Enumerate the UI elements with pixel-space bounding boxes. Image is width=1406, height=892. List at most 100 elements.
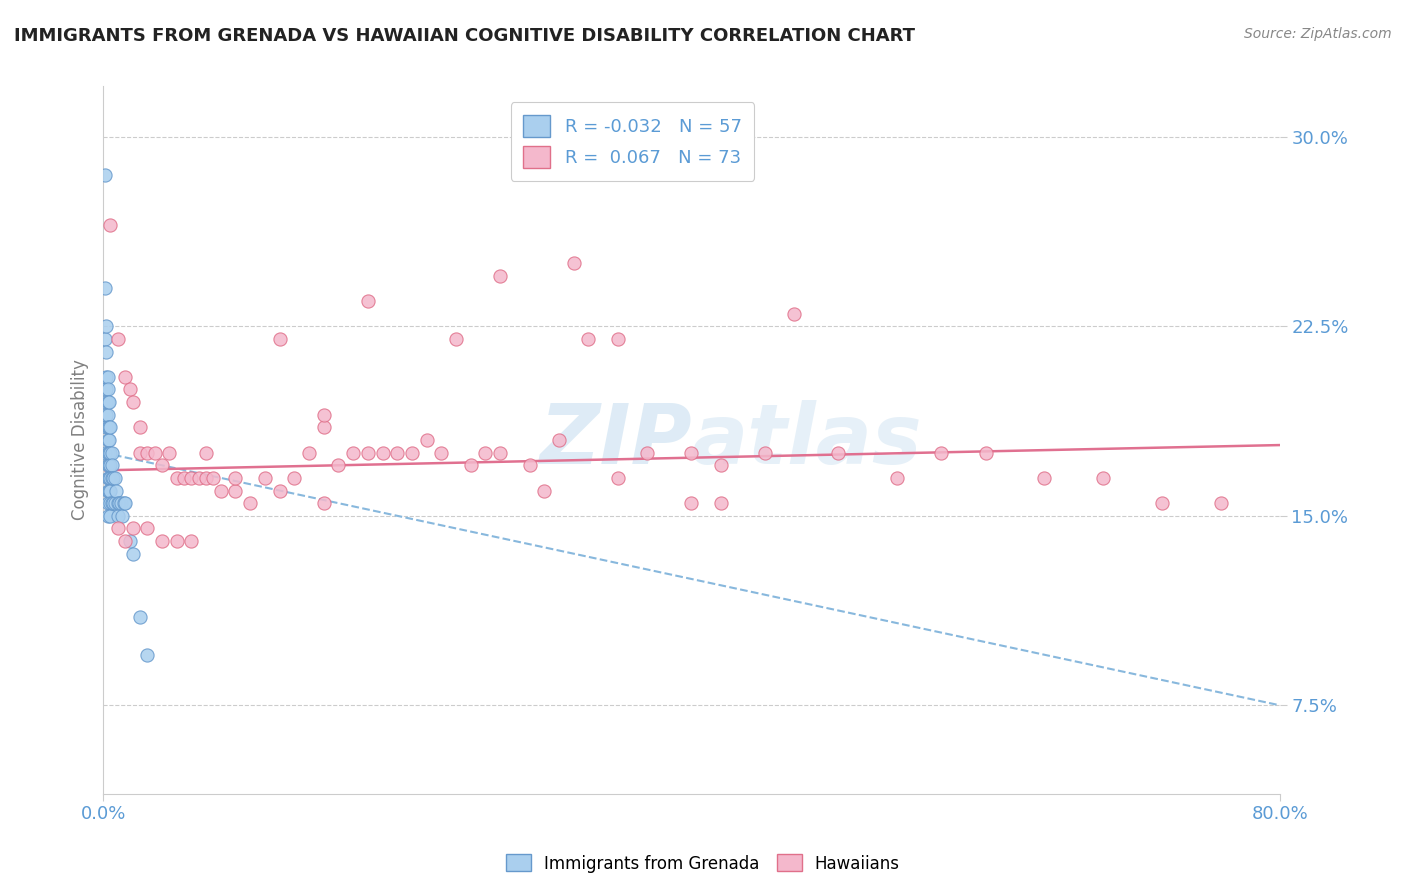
Point bbox=[96, 420, 118, 434]
Point bbox=[94, 344, 117, 359]
Point bbox=[578, 332, 600, 346]
Point bbox=[114, 496, 136, 510]
Point bbox=[519, 458, 541, 473]
Point bbox=[98, 483, 121, 498]
Point bbox=[681, 445, 703, 459]
Point bbox=[105, 483, 128, 498]
Point bbox=[209, 483, 232, 498]
Point bbox=[298, 445, 321, 459]
Point bbox=[1209, 496, 1232, 510]
Text: ZIP: ZIP bbox=[538, 400, 692, 481]
Point bbox=[533, 483, 555, 498]
Point bbox=[606, 471, 628, 485]
Point bbox=[253, 471, 276, 485]
Point bbox=[143, 445, 166, 459]
Point bbox=[1150, 496, 1173, 510]
Point bbox=[121, 521, 143, 535]
Point bbox=[187, 471, 209, 485]
Point bbox=[96, 508, 118, 523]
Point bbox=[104, 471, 127, 485]
Point bbox=[100, 496, 122, 510]
Point bbox=[195, 445, 218, 459]
Point bbox=[157, 445, 180, 459]
Point bbox=[136, 521, 159, 535]
Point bbox=[128, 420, 150, 434]
Point bbox=[710, 496, 733, 510]
Point bbox=[98, 433, 121, 447]
Point bbox=[195, 471, 218, 485]
Point bbox=[121, 547, 143, 561]
Legend: Immigrants from Grenada, Hawaiians: Immigrants from Grenada, Hawaiians bbox=[499, 847, 907, 880]
Point bbox=[239, 496, 262, 510]
Point bbox=[328, 458, 350, 473]
Point bbox=[98, 445, 121, 459]
Point bbox=[103, 496, 125, 510]
Text: Source: ZipAtlas.com: Source: ZipAtlas.com bbox=[1244, 27, 1392, 41]
Point bbox=[342, 445, 364, 459]
Text: IMMIGRANTS FROM GRENADA VS HAWAIIAN COGNITIVE DISABILITY CORRELATION CHART: IMMIGRANTS FROM GRENADA VS HAWAIIAN COGN… bbox=[14, 27, 915, 45]
Point bbox=[562, 256, 585, 270]
Point bbox=[357, 294, 380, 309]
Point bbox=[93, 168, 115, 182]
Point bbox=[430, 445, 453, 459]
Point bbox=[474, 445, 496, 459]
Point bbox=[166, 534, 188, 549]
Point bbox=[96, 496, 118, 510]
Point bbox=[96, 483, 118, 498]
Point bbox=[180, 534, 202, 549]
Point bbox=[136, 445, 159, 459]
Legend: R = -0.032   N = 57, R =  0.067   N = 73: R = -0.032 N = 57, R = 0.067 N = 73 bbox=[510, 103, 755, 181]
Point bbox=[114, 534, 136, 549]
Point bbox=[93, 281, 115, 295]
Point bbox=[827, 445, 849, 459]
Point bbox=[94, 369, 117, 384]
Point bbox=[489, 445, 512, 459]
Point bbox=[94, 395, 117, 409]
Point bbox=[98, 420, 121, 434]
Point bbox=[104, 496, 127, 510]
Point bbox=[444, 332, 467, 346]
Point bbox=[783, 307, 806, 321]
Point bbox=[606, 332, 628, 346]
Point bbox=[118, 383, 141, 397]
Point bbox=[114, 369, 136, 384]
Point bbox=[98, 395, 121, 409]
Point bbox=[489, 268, 512, 283]
Point bbox=[96, 445, 118, 459]
Point bbox=[100, 508, 122, 523]
Point bbox=[974, 445, 997, 459]
Point bbox=[121, 395, 143, 409]
Point bbox=[93, 332, 115, 346]
Point bbox=[110, 496, 132, 510]
Point bbox=[94, 408, 117, 422]
Point bbox=[98, 458, 121, 473]
Point bbox=[101, 445, 124, 459]
Point bbox=[100, 471, 122, 485]
Point bbox=[283, 471, 305, 485]
Point bbox=[1092, 471, 1115, 485]
Point bbox=[107, 496, 129, 510]
Point bbox=[94, 420, 117, 434]
Point bbox=[173, 471, 195, 485]
Point bbox=[96, 369, 118, 384]
Point bbox=[269, 332, 291, 346]
Point bbox=[111, 508, 134, 523]
Point bbox=[94, 319, 117, 334]
Point bbox=[101, 458, 124, 473]
Point bbox=[118, 534, 141, 549]
Point bbox=[94, 383, 117, 397]
Point bbox=[96, 458, 118, 473]
Point bbox=[180, 471, 202, 485]
Point bbox=[1033, 471, 1056, 485]
Y-axis label: Cognitive Disability: Cognitive Disability bbox=[72, 359, 89, 520]
Point bbox=[108, 496, 131, 510]
Point bbox=[100, 458, 122, 473]
Point bbox=[101, 471, 124, 485]
Point bbox=[710, 458, 733, 473]
Point bbox=[96, 433, 118, 447]
Point bbox=[93, 445, 115, 459]
Point bbox=[103, 471, 125, 485]
Point bbox=[100, 420, 122, 434]
Point bbox=[96, 395, 118, 409]
Point bbox=[357, 445, 380, 459]
